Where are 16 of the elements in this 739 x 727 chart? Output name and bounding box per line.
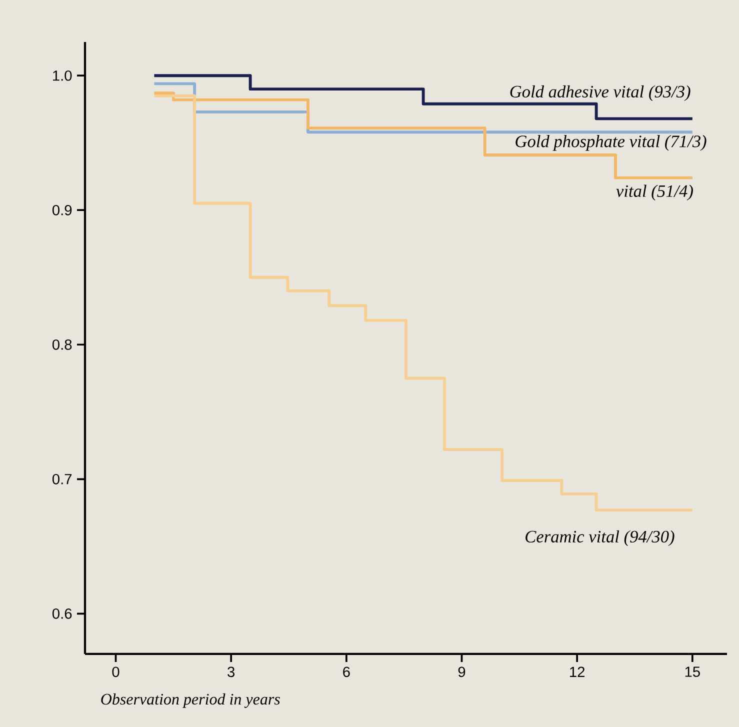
x-tick-label: 12	[570, 666, 584, 677]
y-tick-label: 0.8	[52, 339, 72, 350]
x-tick-label: 3	[228, 666, 235, 678]
y-tick-label: 0.7	[52, 474, 72, 484]
y-tick-label: 1.0	[53, 70, 72, 81]
series-label: Gold adhesive vital (93/3)	[510, 85, 690, 102]
y-tick-label: 0.6	[52, 608, 72, 619]
x-tick-label: 9	[458, 666, 466, 678]
x-axis-title: Observation period in years	[101, 693, 280, 708]
x-tick-label: 0	[112, 666, 120, 678]
series-label: vital (51/4)	[616, 184, 693, 200]
series-label: Ceramic vital (94/30)	[526, 530, 674, 546]
x-tick-label: 6	[343, 666, 350, 678]
y-tick-label: 0.9	[52, 204, 72, 216]
x-tick-label: 15	[685, 666, 700, 677]
series-label: Gold phosphate vital (71/3)	[516, 135, 706, 151]
